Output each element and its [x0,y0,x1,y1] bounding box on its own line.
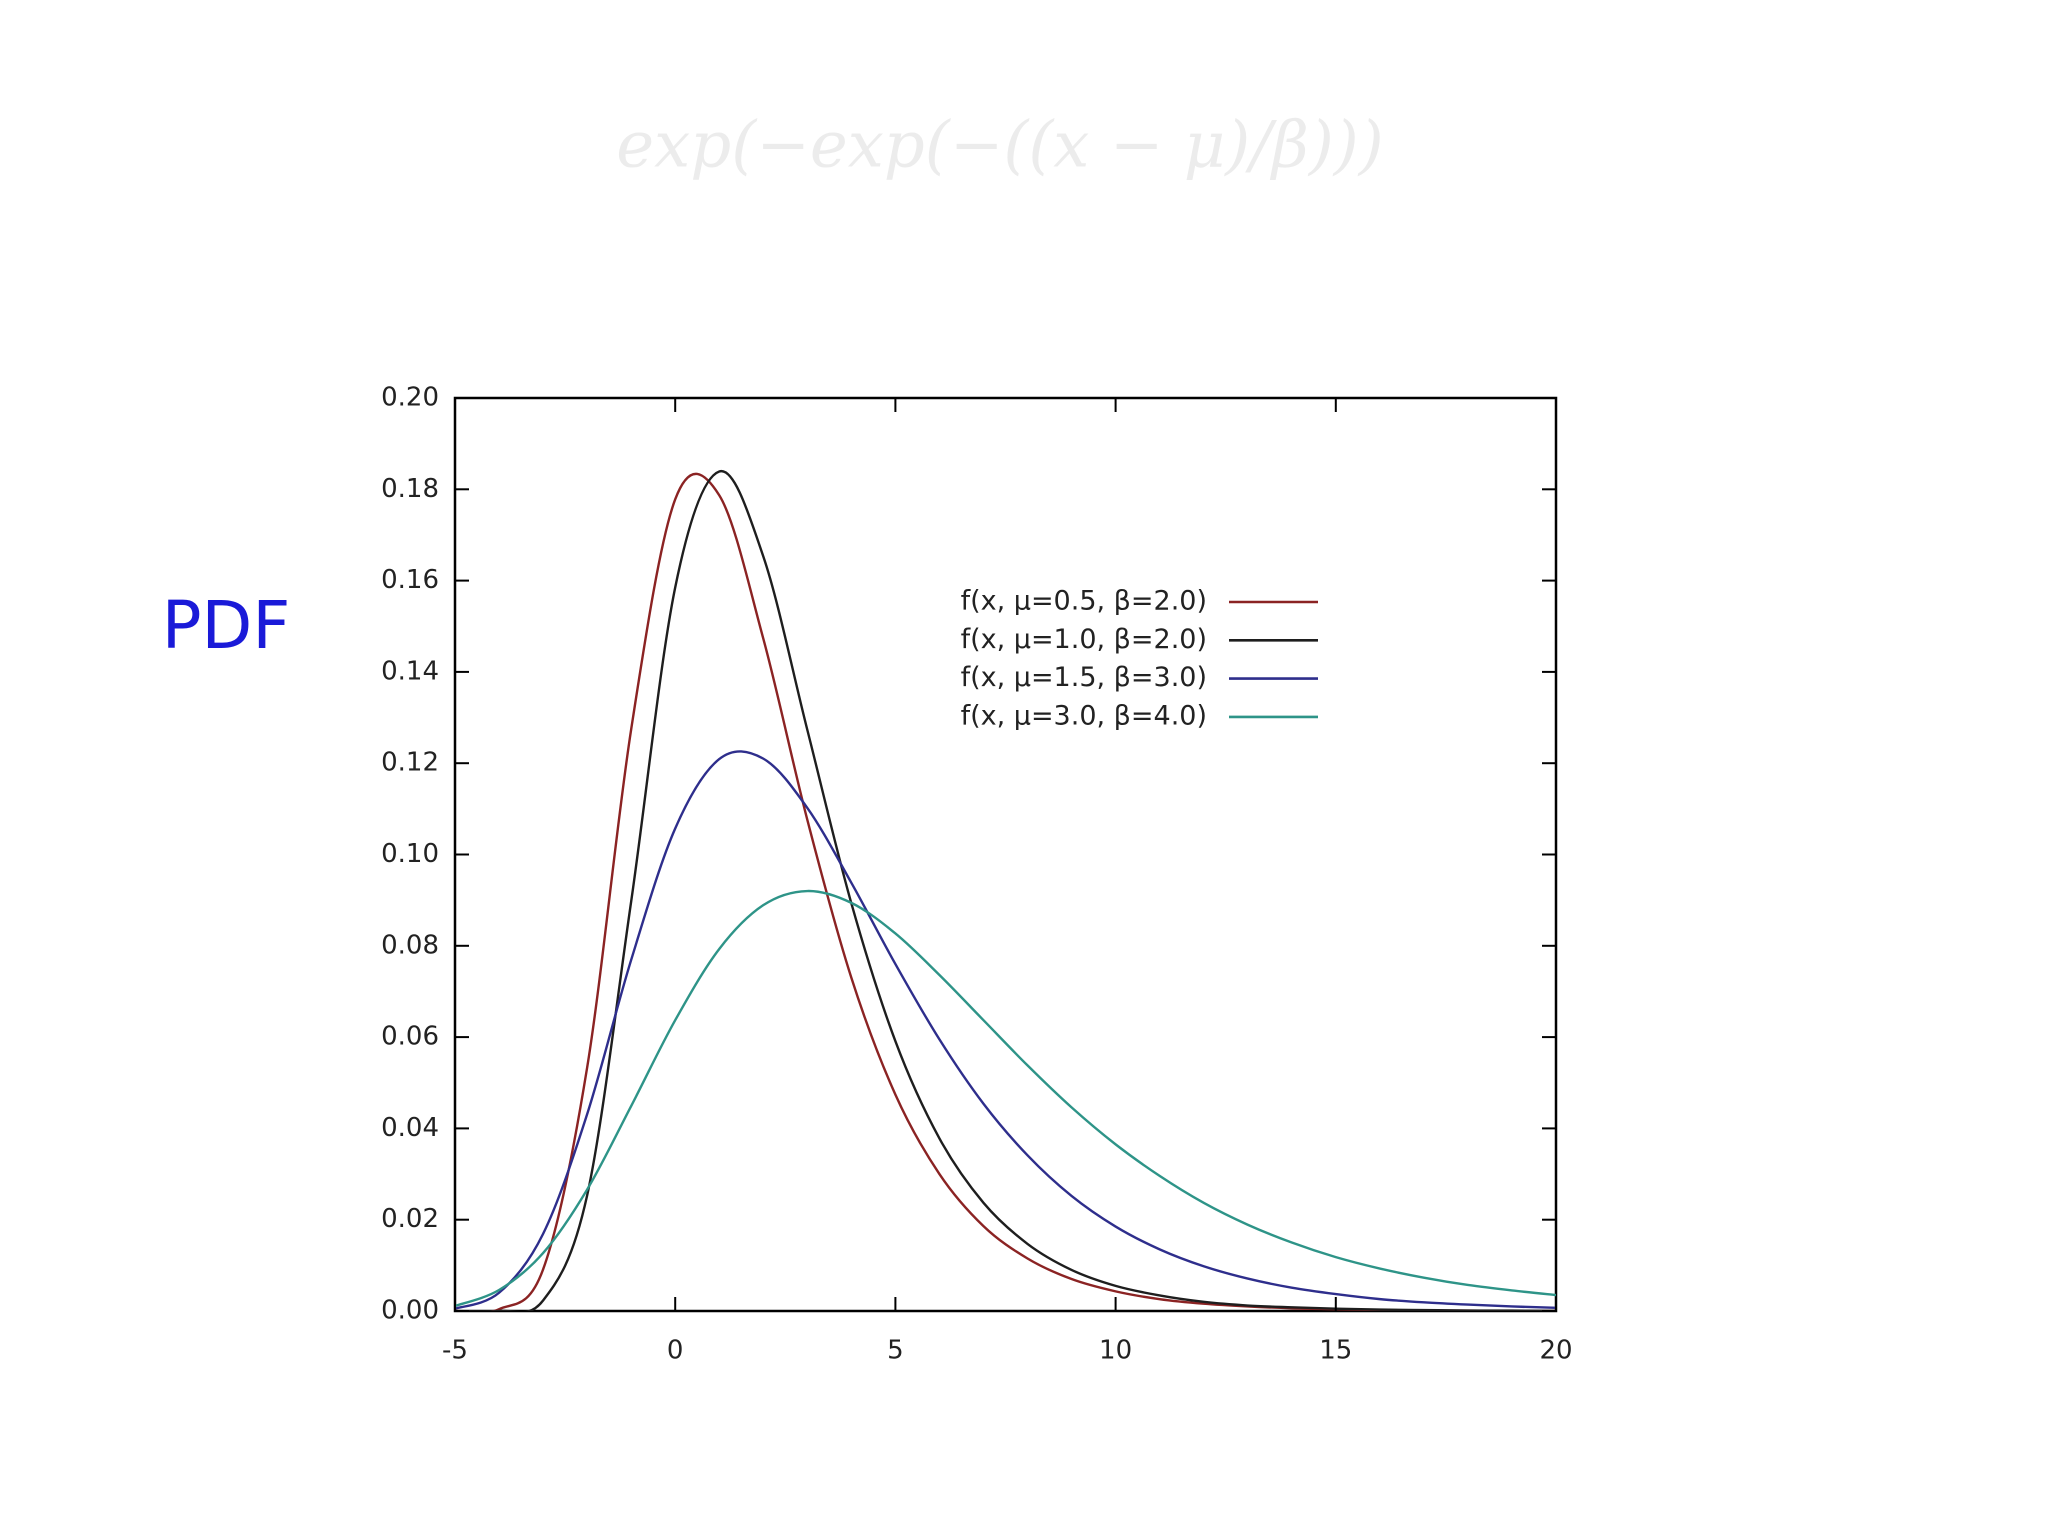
y-tick-label: 0.08 [381,930,439,960]
x-tick-label: 15 [1319,1336,1352,1366]
legend-label: f(x, μ=0.5, β=2.0) [961,586,1207,617]
x-tick-label: 0 [667,1336,684,1366]
y-tick-label: 0.10 [381,839,439,869]
x-tick-label: 5 [887,1336,904,1366]
y-tick-label: 0.14 [381,656,439,686]
y-axis-label: PDF [162,587,291,664]
line-series [455,889,1556,1308]
x-tick-label: -5 [442,1336,468,1366]
y-tick-label: 0.06 [381,1022,439,1052]
y-tick-label: 0.18 [381,474,439,504]
y-tick-label: 0.04 [381,1113,439,1143]
x-tick-label: 10 [1099,1336,1132,1366]
y-tick-label: 0.20 [381,383,439,413]
formula: exp(−exp(−((x − μ)/β))) [616,109,1383,183]
plot-frame [453,396,1558,1313]
y-tick-label: 0.16 [381,565,439,595]
y-tick-label: 0.00 [381,1296,439,1326]
legend-label: f(x, μ=1.5, β=3.0) [961,662,1207,693]
y-tick-label: 0.02 [381,1204,439,1234]
legend-label: f(x, μ=1.0, β=2.0) [961,624,1207,655]
legend-label: f(x, μ=3.0, β=4.0) [961,700,1207,731]
y-tick-label: 0.12 [381,748,439,778]
x-tick-label: 20 [1539,1336,1572,1366]
line-series [455,750,1556,1310]
